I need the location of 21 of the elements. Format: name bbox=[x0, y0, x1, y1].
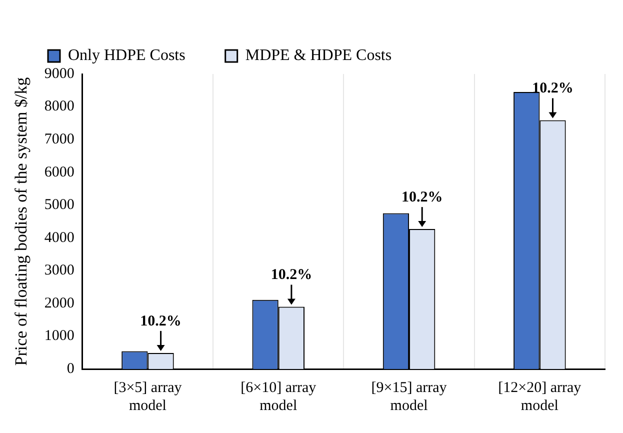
y-tick-label: 7000 bbox=[44, 131, 74, 148]
y-tick-label: 6000 bbox=[44, 164, 74, 180]
y-axis-title: Price of floating bodies of the system $/kg bbox=[12, 76, 31, 366]
y-tick-label: 8000 bbox=[44, 98, 74, 115]
x-tick-label: [12×20] array model bbox=[498, 380, 582, 414]
y-tick-label: 5000 bbox=[44, 197, 74, 214]
legend-label: Only HDPE Costs bbox=[68, 47, 186, 64]
y-tick-label: 4000 bbox=[44, 230, 74, 246]
y-tick-label: 0 bbox=[66, 360, 74, 377]
x-tick-label: [9×15] array model bbox=[371, 380, 448, 414]
legend-label: MDPE & HDPE Costs bbox=[245, 47, 392, 64]
y-tick-label: 2000 bbox=[44, 295, 74, 312]
x-tick-label: [3×5] array model bbox=[114, 380, 182, 414]
annotation: 10.2% bbox=[140, 313, 182, 330]
y-tick-label: 9000 bbox=[44, 66, 74, 82]
y-tick-label: 1000 bbox=[44, 328, 74, 344]
x-tick-label: [6×10] array model bbox=[240, 380, 317, 414]
annotation: 10.2% bbox=[270, 267, 312, 284]
y-tick-label: 3000 bbox=[44, 262, 74, 279]
annotation: 10.2% bbox=[532, 80, 574, 97]
annotation: 10.2% bbox=[401, 189, 443, 206]
